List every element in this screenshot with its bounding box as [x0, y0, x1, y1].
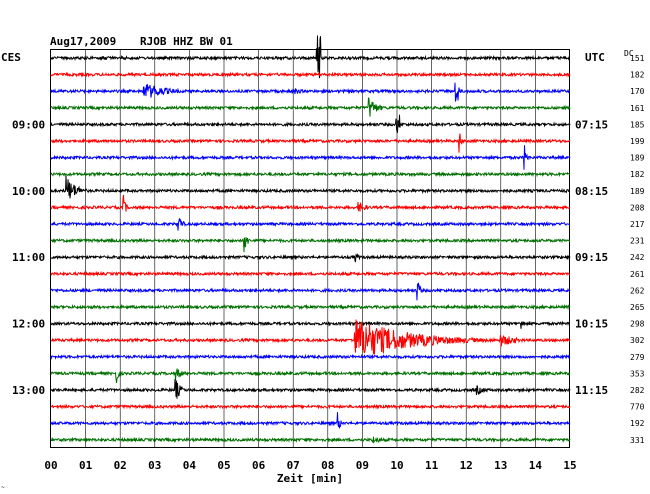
trace-row: [50, 368, 571, 384]
trace-row: [50, 252, 571, 263]
dc-offset-label: 185: [630, 120, 645, 129]
x-tick-label: 09: [356, 459, 369, 472]
trace-row: [50, 82, 570, 102]
trace-row: [50, 320, 571, 329]
x-tick-label: 04: [183, 459, 197, 472]
dc-offset-label: 770: [630, 403, 645, 412]
minute-gridlines: [85, 50, 536, 447]
dc-column-header: DC: [624, 49, 634, 58]
trace-row: [50, 145, 571, 170]
dc-offset-label: 199: [630, 137, 645, 146]
right-time-label: 09:15: [575, 251, 608, 264]
trace-row: [50, 71, 571, 78]
dc-offset-label: 242: [630, 253, 645, 262]
dc-offset-label: 189: [630, 187, 645, 196]
x-tick-label: 00: [44, 459, 57, 472]
trace-row: [50, 114, 571, 134]
dc-offset-label: 182: [630, 170, 645, 179]
x-tick-label: 06: [252, 459, 266, 472]
x-tick-label: 03: [148, 459, 161, 472]
trace-row: [50, 218, 571, 231]
x-tick-label: 12: [460, 459, 473, 472]
trace-row: [50, 403, 571, 410]
x-tick-label: 10: [390, 459, 403, 472]
trace-row: [50, 282, 571, 301]
trace-row: [50, 412, 571, 429]
dc-offset-label: 298: [630, 320, 645, 329]
trace-row: [50, 303, 571, 311]
trace-row: [50, 97, 571, 117]
left-time-label: 09:00: [12, 118, 45, 131]
left-time-label: 10:00: [12, 185, 45, 198]
trace-row: [50, 237, 571, 253]
axis-labels: 00 01 02 03 04 05 06 07 08 09 10 11 12 13 14 15 09:00 10:…: [12, 54, 645, 472]
left-timezone-label: CES: [1, 51, 21, 64]
left-time-label: 11:00: [12, 251, 45, 264]
x-tick-label: 14: [529, 459, 543, 472]
dc-offset-label: 265: [630, 303, 645, 312]
x-tick-label: 01: [79, 459, 93, 472]
dc-offset-label: 192: [630, 419, 645, 428]
trace-row: [50, 353, 571, 360]
trace-row: [50, 133, 571, 153]
right-time-label: 08:15: [575, 185, 608, 198]
x-tick-label: 13: [494, 459, 507, 472]
right-timezone-label: UTC: [585, 51, 605, 64]
x-tick-label: 11: [425, 459, 439, 472]
dc-offset-label: 282: [630, 386, 645, 395]
dc-offset-label: 208: [630, 203, 645, 212]
dc-offset-label: 353: [630, 369, 645, 378]
dc-offset-label: 189: [630, 154, 645, 163]
trace-row: [50, 170, 571, 178]
left-time-label: 13:00: [12, 384, 45, 397]
trace-row: [50, 175, 571, 199]
dc-offset-label: 331: [630, 436, 645, 445]
dc-offset-label: 231: [630, 237, 645, 246]
dc-offset-label: 261: [630, 270, 645, 279]
dc-offset-label: 170: [630, 87, 645, 96]
trace-rows: [50, 35, 571, 444]
x-tick-label: 02: [114, 459, 127, 472]
x-tick-label: 15: [563, 459, 576, 472]
dc-offset-label: 182: [630, 71, 645, 80]
dc-offset-label: 217: [630, 220, 645, 229]
trace-row: [50, 35, 570, 79]
trace-row: [50, 270, 570, 277]
dc-offset-label: 302: [630, 336, 645, 345]
corner-mark: ~: [1, 484, 5, 491]
right-time-label: 11:15: [575, 384, 608, 397]
trace-row: [51, 436, 571, 444]
trace-row: [50, 194, 571, 212]
x-axis-title: Zeit [min]: [277, 472, 343, 485]
left-time-label: 12:00: [12, 318, 45, 331]
trace-row: [50, 378, 571, 399]
dc-offset-label: 151: [630, 54, 645, 63]
trace-row: [50, 319, 571, 355]
dc-offset-label: 279: [630, 353, 645, 362]
x-tick-label: 07: [287, 459, 300, 472]
dc-offset-label: 262: [630, 286, 645, 295]
dc-offset-label: 161: [630, 104, 645, 113]
plot-frame: [50, 49, 570, 448]
right-time-label: 07:15: [575, 118, 608, 131]
x-tick-label: 08: [321, 459, 334, 472]
header-date: Aug17,2009: [50, 35, 116, 48]
x-tick-label: 05: [217, 459, 230, 472]
header-station: RJOB HHZ BW 01: [140, 35, 233, 48]
right-time-label: 10:15: [575, 318, 608, 331]
